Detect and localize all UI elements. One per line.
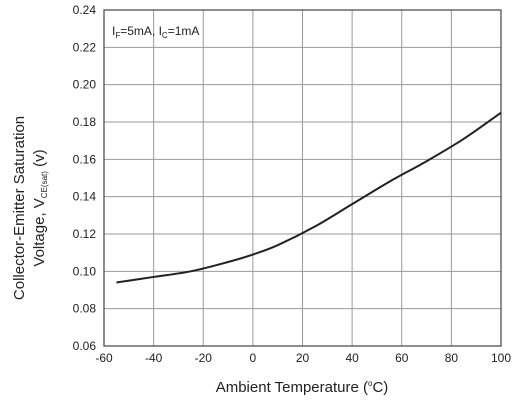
y-tick-label: 0.24 bbox=[73, 3, 97, 17]
y-tick-label: 0.10 bbox=[73, 264, 97, 278]
x-tick-label: -40 bbox=[145, 351, 163, 365]
y-tick-label: 0.06 bbox=[73, 339, 97, 353]
x-tick-label: 100 bbox=[491, 351, 511, 365]
series-line bbox=[116, 113, 501, 283]
y-axis-label-line2: Voltage, VCE(sat) (v) bbox=[31, 149, 49, 266]
x-tick-label: -20 bbox=[195, 351, 213, 365]
y-tick-label: 0.12 bbox=[73, 227, 97, 241]
grid bbox=[104, 10, 501, 346]
tick-labels: -60 -40 -20 0 20 40 60 80 100 0.06 0.08 0.10 0.12 0.1… bbox=[73, 3, 512, 365]
y-tick-label: 0.20 bbox=[73, 78, 97, 92]
x-tick-label: 80 bbox=[445, 351, 459, 365]
y-tick-label: 0.14 bbox=[73, 190, 97, 204]
x-tick-label: -60 bbox=[95, 351, 113, 365]
y-tick-label: 0.16 bbox=[73, 152, 97, 166]
condition-annotation: IF=5mA, IC=1mA bbox=[112, 24, 199, 40]
y-tick-label: 0.22 bbox=[73, 40, 97, 54]
x-tick-label: 40 bbox=[345, 351, 359, 365]
y-tick-label: 0.18 bbox=[73, 115, 97, 129]
x-tick-label: 0 bbox=[250, 351, 257, 365]
x-axis-label: Ambient Temperature (oC) bbox=[216, 379, 389, 396]
y-tick-label: 0.08 bbox=[73, 302, 97, 316]
x-tick-label: 20 bbox=[296, 351, 310, 365]
y-axis-label-line1: Collector-Emitter Saturation bbox=[11, 116, 28, 300]
x-tick-label: 60 bbox=[395, 351, 409, 365]
